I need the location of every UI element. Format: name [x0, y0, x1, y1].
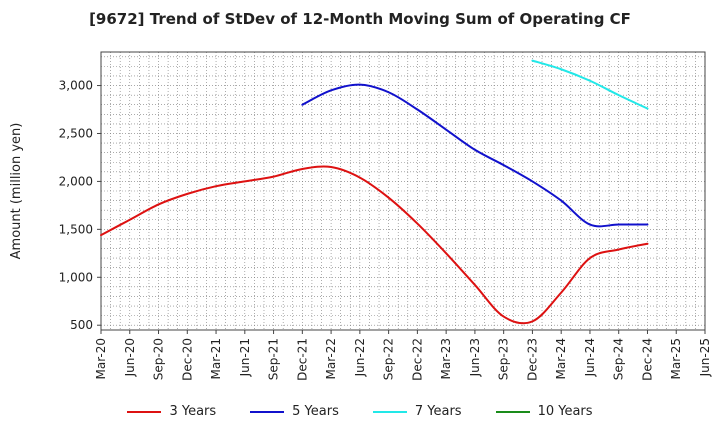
x-tick-label: Mar-25	[669, 338, 683, 379]
plot-frame	[100, 51, 706, 331]
legend-swatch	[127, 410, 162, 413]
legend-item: 3 Years	[127, 404, 216, 419]
y-tick-label: 1,000	[59, 270, 93, 284]
y-tick-label: 3,000	[59, 79, 93, 93]
legend-swatch	[495, 410, 530, 413]
legend-swatch	[250, 410, 285, 413]
plot-background	[101, 52, 705, 330]
x-tick-label: Dec-23	[525, 338, 539, 381]
x-tick-label: Jun-21	[238, 338, 252, 377]
y-tick-label: 2,000	[59, 174, 93, 188]
series-line-5-years	[301, 83, 649, 228]
legend-label: 5 Years	[292, 404, 339, 419]
chart-title: [9672] Trend of StDev of 12-Month Moving…	[89, 10, 631, 28]
chart-legend: 3 Years 5 Years 7 Years 10 Years	[0, 404, 720, 419]
legend-label: 10 Years	[537, 404, 593, 419]
legend-label: 7 Years	[414, 404, 462, 419]
y-tick-label: 1,500	[59, 222, 93, 236]
x-tick-label: Jun-23	[468, 338, 482, 377]
x-tick-label: Jun-22	[353, 338, 367, 377]
x-tick-label: Mar-24	[554, 338, 568, 379]
series-line-3-years	[100, 165, 649, 325]
x-tick-label: Mar-21	[209, 338, 223, 379]
x-tick-label: Jun-24	[583, 338, 597, 377]
x-tick-label: Dec-22	[410, 338, 424, 381]
x-tick-label: Dec-24	[640, 338, 654, 381]
x-tick-label: Mar-23	[439, 338, 453, 379]
legend-item: 5 Years	[250, 404, 339, 419]
legend-swatch	[372, 410, 407, 413]
legend-label: 3 Years	[169, 404, 217, 419]
x-tick-label: Jun-25	[698, 338, 712, 377]
x-tick-label: Sep-20	[152, 338, 166, 380]
x-tick-label: Jun-20	[123, 338, 137, 377]
x-tick-label: Sep-22	[382, 338, 396, 380]
x-tick-label: Mar-20	[94, 338, 108, 379]
y-tick-label: 500	[70, 318, 93, 332]
y-axis-label: Amount (million yen)	[9, 123, 24, 260]
x-tick-label: Sep-24	[612, 338, 626, 380]
x-tick-label: Sep-23	[497, 338, 511, 380]
x-tick-label: Sep-21	[267, 338, 281, 380]
x-tick-label: Dec-20	[180, 338, 194, 381]
y-tick-label: 2,500	[59, 126, 93, 140]
series-line-7-years	[531, 59, 649, 110]
x-tick-label: Dec-21	[295, 338, 309, 381]
legend-item: 7 Years	[372, 404, 462, 419]
x-tick-label: Mar-22	[324, 338, 338, 379]
legend-item: 10 Years	[495, 404, 593, 419]
